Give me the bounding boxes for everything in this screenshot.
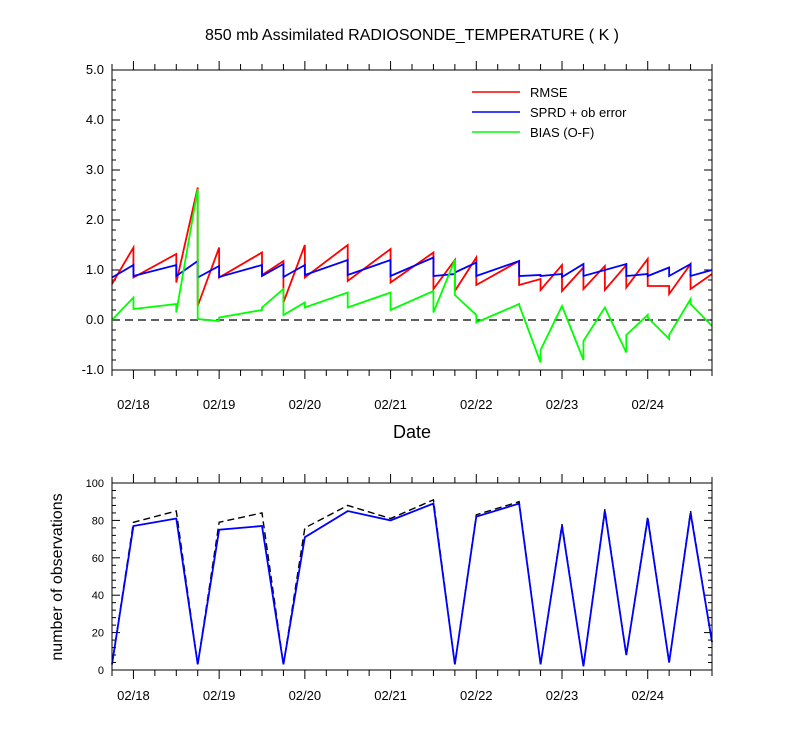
- y-tick-label: 1.0: [86, 262, 104, 277]
- x-tick-label: 02/18: [117, 397, 150, 412]
- y-tick-label: 0.0: [86, 312, 104, 327]
- x-tick-label: 02/22: [460, 397, 493, 412]
- x-tick-label: 02/23: [546, 688, 579, 703]
- legend-label-bias: BIAS (O-F): [530, 125, 594, 140]
- y-tick-label: 60: [92, 553, 104, 565]
- series-line-rmse: [111, 187, 713, 307]
- series-line-sprd-ob-error: [111, 256, 713, 280]
- x-tick-label: 02/24: [631, 397, 664, 412]
- legend-label-sprd: SPRD + ob error: [530, 105, 627, 120]
- y-tick-label: -1.0: [82, 362, 104, 377]
- x-tick-label: 02/18: [117, 688, 150, 703]
- top-panel: 850 mb Assimilated RADIOSONDE_TEMPERATUR…: [82, 27, 713, 442]
- chart-title: 850 mb Assimilated RADIOSONDE_TEMPERATUR…: [205, 27, 619, 44]
- x-tick-label: 02/20: [289, 688, 322, 703]
- y-axis-label-observations: number of observations: [49, 493, 66, 660]
- x-tick-label: 02/19: [203, 688, 236, 703]
- x-tick-label: 02/22: [460, 688, 493, 703]
- x-tick-label: 02/23: [546, 397, 579, 412]
- x-tick-label: 02/19: [203, 397, 236, 412]
- series-line-used-observations: [111, 502, 713, 667]
- series-line-bias-o-f: [111, 188, 713, 363]
- y-tick-label: 100: [86, 478, 104, 490]
- y-tick-label: 0: [98, 665, 104, 677]
- legend-label-rmse: RMSE: [530, 85, 568, 100]
- x-tick-label: 02/21: [374, 688, 407, 703]
- top-plot-frame: [111, 69, 713, 371]
- bottom-series-group: [111, 498, 713, 667]
- x-axis-label: Date: [393, 422, 431, 442]
- y-tick-label: 40: [92, 590, 104, 602]
- y-tick-label: 80: [92, 515, 104, 527]
- legend: RMSE SPRD + ob error BIAS (O-F): [472, 85, 627, 140]
- x-tick-label: 02/24: [631, 688, 664, 703]
- y-tick-label: 20: [92, 628, 104, 640]
- bottom-plot-frame: [111, 482, 713, 671]
- y-tick-label: 4.0: [86, 112, 104, 127]
- bottom-axes: 0 20 40 60 80 100 02/18 02/19 02/20 02/21 02/22 02/…: [86, 474, 713, 703]
- y-tick-label: 3.0: [86, 162, 104, 177]
- x-tick-label: 02/21: [374, 397, 407, 412]
- top-series-group: [111, 187, 713, 363]
- x-tick-label: 02/20: [289, 397, 322, 412]
- y-tick-label: 5.0: [86, 62, 104, 77]
- bottom-panel: 0 20 40 60 80 100 02/18 02/19 02/20 02/21 02/22 02/…: [49, 474, 713, 703]
- y-tick-label: 2.0: [86, 212, 104, 227]
- top-axes: -1.0 0.0 1.0 2.0 3.0 4.0 5.0 02/18 02/19 02/20 02/…: [82, 61, 713, 412]
